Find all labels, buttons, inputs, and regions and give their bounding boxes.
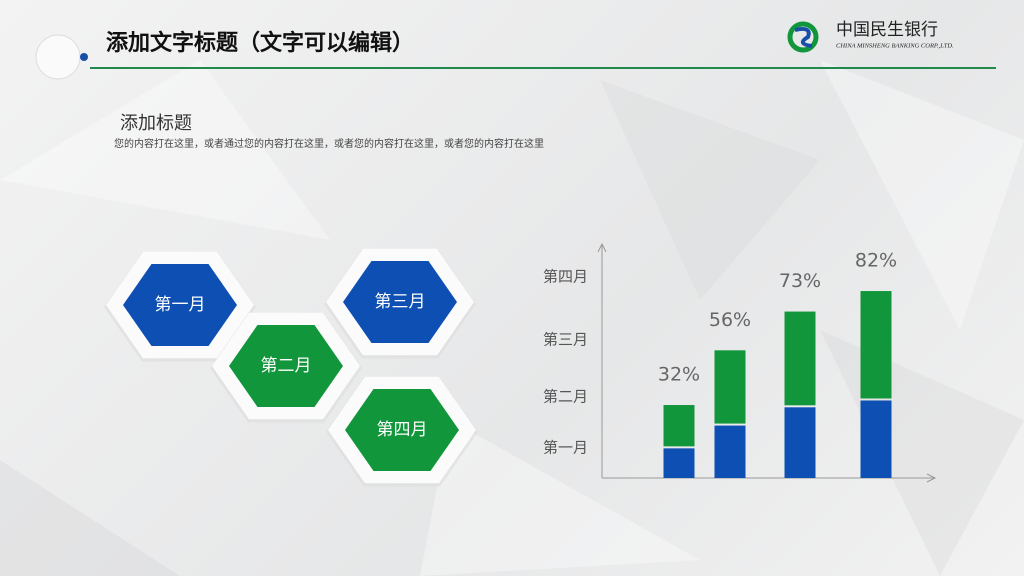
logo: 中国民生银行 CHINA MINSHENG BANKING CORP.,LTD. xyxy=(787,20,954,53)
y-label: 第四月 xyxy=(543,268,588,286)
hexagon xyxy=(229,325,343,407)
bar-segment xyxy=(784,311,816,406)
total-label: 56% xyxy=(709,309,751,331)
hexagon xyxy=(343,261,457,343)
bar-segment xyxy=(860,400,892,478)
bar-segment xyxy=(860,291,892,399)
chart: 第一月 第二月 第三月 第四月 32% 56% 73% 82% xyxy=(543,242,937,483)
y-label: 第一月 xyxy=(543,439,588,457)
section-title: 添加标题 xyxy=(120,113,192,134)
hexagon-label: 第三月 xyxy=(375,292,426,312)
header-title: 添加文字标题（文字可以编辑） xyxy=(106,30,414,56)
hexagon xyxy=(123,264,237,346)
logo-en: CHINA MINSHENG BANKING CORP.,LTD. xyxy=(836,42,954,49)
hexagon-label: 第一月 xyxy=(155,295,206,315)
hexagon-label: 第二月 xyxy=(261,356,312,376)
header-disc xyxy=(35,34,81,80)
y-label: 第三月 xyxy=(543,331,588,349)
section-body: 您的内容打在这里，或者通过您的内容打在这里，或者您的内容打在这里，或者您的内容打… xyxy=(114,137,544,150)
total-label: 32% xyxy=(658,364,700,386)
total-label: 82% xyxy=(855,250,897,272)
header-dot xyxy=(80,53,88,61)
hexagon-label: 第四月 xyxy=(377,420,428,440)
x-axis-arrow xyxy=(926,473,937,483)
bar-segment xyxy=(714,350,746,424)
y-axis-arrow xyxy=(597,242,607,253)
y-label: 第二月 xyxy=(543,388,588,406)
logo-cn: 中国民生银行 xyxy=(836,20,938,40)
total-label: 73% xyxy=(779,270,821,292)
bar-segment xyxy=(784,407,816,478)
hexagon xyxy=(345,389,459,471)
bar-segment xyxy=(714,425,746,478)
bar-segment xyxy=(663,405,695,447)
bar-segment xyxy=(663,448,695,478)
